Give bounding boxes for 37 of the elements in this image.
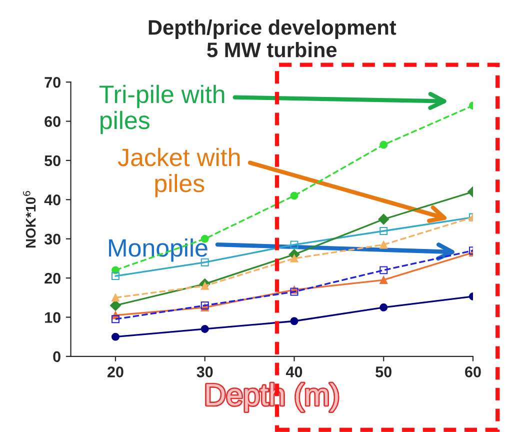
y-tick-label: 10	[45, 312, 60, 323]
point	[290, 254, 298, 262]
x-tick-label: 60	[465, 366, 481, 378]
point	[380, 303, 388, 312]
y-tick-label: 40	[44, 194, 60, 206]
point	[380, 140, 388, 149]
point	[110, 300, 121, 311]
annotation: Tri-pile with piles	[100, 84, 224, 134]
y-tick-label: 60	[44, 116, 60, 127]
x-tick-label: 20	[108, 366, 124, 378]
point	[290, 317, 298, 326]
point	[290, 288, 298, 296]
y-axis-title: NOK*10$^{6}$	[23, 191, 36, 248]
annotation: Jacket with piles	[118, 148, 240, 198]
y-tick-label: 20	[44, 272, 60, 284]
point	[380, 266, 388, 274]
y-tick-label: 30	[44, 234, 60, 245]
point	[290, 240, 298, 249]
y-tick-label: 70	[44, 76, 60, 88]
x-tick-label: 30	[196, 366, 213, 378]
point	[290, 192, 298, 200]
chart-title: Depth/price development 5 MW turbine	[148, 20, 396, 58]
point	[378, 214, 390, 225]
x-tick-label: 50	[376, 366, 392, 378]
point	[380, 240, 388, 249]
point	[111, 315, 120, 324]
point	[200, 282, 209, 290]
x-tick-label: 40	[286, 366, 302, 378]
x-axis-title: Depth (m)	[206, 383, 338, 412]
point	[111, 294, 120, 302]
point	[111, 332, 120, 341]
point	[380, 276, 388, 284]
point	[200, 324, 209, 333]
point	[111, 272, 120, 280]
point	[380, 227, 388, 235]
y-tick-label: 50	[44, 155, 60, 166]
y-tick-label: 0	[53, 351, 60, 362]
